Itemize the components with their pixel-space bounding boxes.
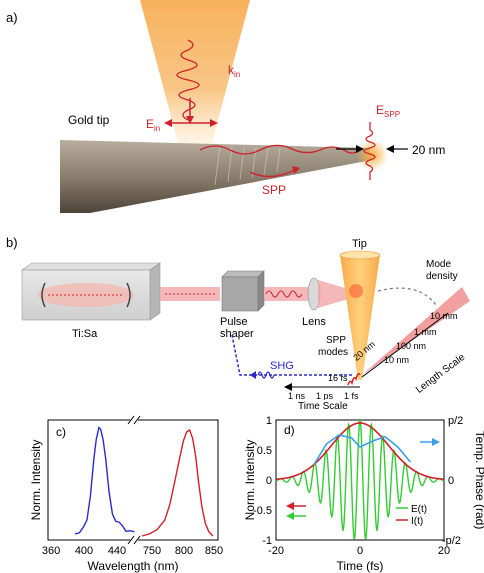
d-y2tick-2: 0 (448, 475, 454, 487)
c-ylabel: Norm. Intensity (29, 440, 43, 521)
length-tick-2: 1 mm (414, 327, 437, 337)
d-ytick-1: 1 (266, 415, 272, 427)
spp-modes-label-2: modes (318, 347, 348, 358)
pulse-shaper-label-1: Pulse (220, 316, 248, 328)
panel-d: d) E(t) I(t) 1 0.5 0 -0.5 -1 p/2 0 -p/2 … (240, 400, 484, 573)
d-ylabel-right: Temp. Phase (rad) (473, 431, 484, 530)
k-in-label: kin (228, 63, 240, 79)
tip-label: Tip (352, 238, 367, 250)
c-xlabel: Wavelength (nm) (88, 559, 179, 573)
panel-a-label: a) (6, 10, 18, 25)
e-spp-label: ESPP (376, 103, 400, 119)
length-tick-1: 10 mm (430, 311, 458, 321)
mode-density-label-2: density (426, 271, 458, 282)
d-ytick-3: 0 (266, 475, 272, 487)
c-xtick-4: 750 (143, 545, 161, 557)
time-tick-2: 1 ps (316, 391, 334, 400)
size-label: 20 nm (412, 143, 445, 157)
legend-d: E(t) I(t) (396, 504, 427, 527)
c-xtick-2: 400 (75, 545, 93, 557)
length-tick-3: 100 nm (396, 341, 426, 351)
mode-density-label-1: Mode (426, 259, 451, 270)
axis-break (128, 416, 140, 544)
panel-b: b) Ti:Sa Pulse shaper Lens Tip Mode dens… (0, 225, 484, 400)
legend-e: E(t) (411, 504, 427, 515)
tisa-label: Ti:Sa (72, 328, 98, 340)
lens-label: Lens (302, 316, 326, 328)
panel-d-label: d) (284, 423, 295, 437)
panel-c-label: c) (56, 425, 66, 439)
d-xlabel: Time (fs) (337, 559, 384, 573)
e-in-label: Ein (146, 117, 160, 133)
time-tick-3: 1 fs (344, 391, 359, 400)
tisa-laser (22, 263, 160, 320)
d-ytick-2: 0.5 (257, 445, 272, 457)
spp-label: SPP (262, 183, 286, 197)
d-xtick-3: 20 (438, 545, 450, 557)
panel-a: a) kin Ein Gold tip SPP ESPP 20 nm (0, 0, 484, 225)
length-scale-label: Length Scale (414, 352, 468, 396)
d-ylabel-left: Norm. Intensity (243, 440, 257, 521)
d-xtick-2: 0 (357, 545, 363, 557)
spp-modes-label-1: SPP (326, 335, 346, 346)
legend-i: I(t) (411, 516, 423, 527)
focus-spot (349, 284, 363, 298)
series-shg-spectrum (75, 428, 134, 534)
series-intensity (276, 423, 444, 479)
length-tick-4: 10 nm (384, 355, 409, 365)
pulse-shaper (222, 271, 264, 311)
d-xtick-1: -20 (268, 545, 284, 557)
panel-c: c) 360 400 440 750 800 850 Wavelength (n… (0, 400, 240, 573)
gold-tip-label: Gold tip (68, 113, 110, 127)
d-y2tick-1: p/2 (448, 415, 463, 427)
shg-label: SHG (270, 360, 294, 372)
time-tick-1: 1 ns (288, 391, 306, 400)
series-laser-spectrum (142, 430, 213, 536)
pulse-shaper-label-2: shaper (220, 328, 254, 340)
time-tick-16: 16 fs (328, 373, 348, 383)
beam-2 (264, 287, 308, 301)
c-xtick-6: 850 (205, 545, 223, 557)
c-xtick-1: 360 (42, 545, 60, 557)
panel-b-label: b) (6, 235, 18, 250)
c-xtick-5: 800 (175, 545, 193, 557)
tip-cone (340, 255, 380, 380)
c-xtick-3: 440 (108, 545, 126, 557)
